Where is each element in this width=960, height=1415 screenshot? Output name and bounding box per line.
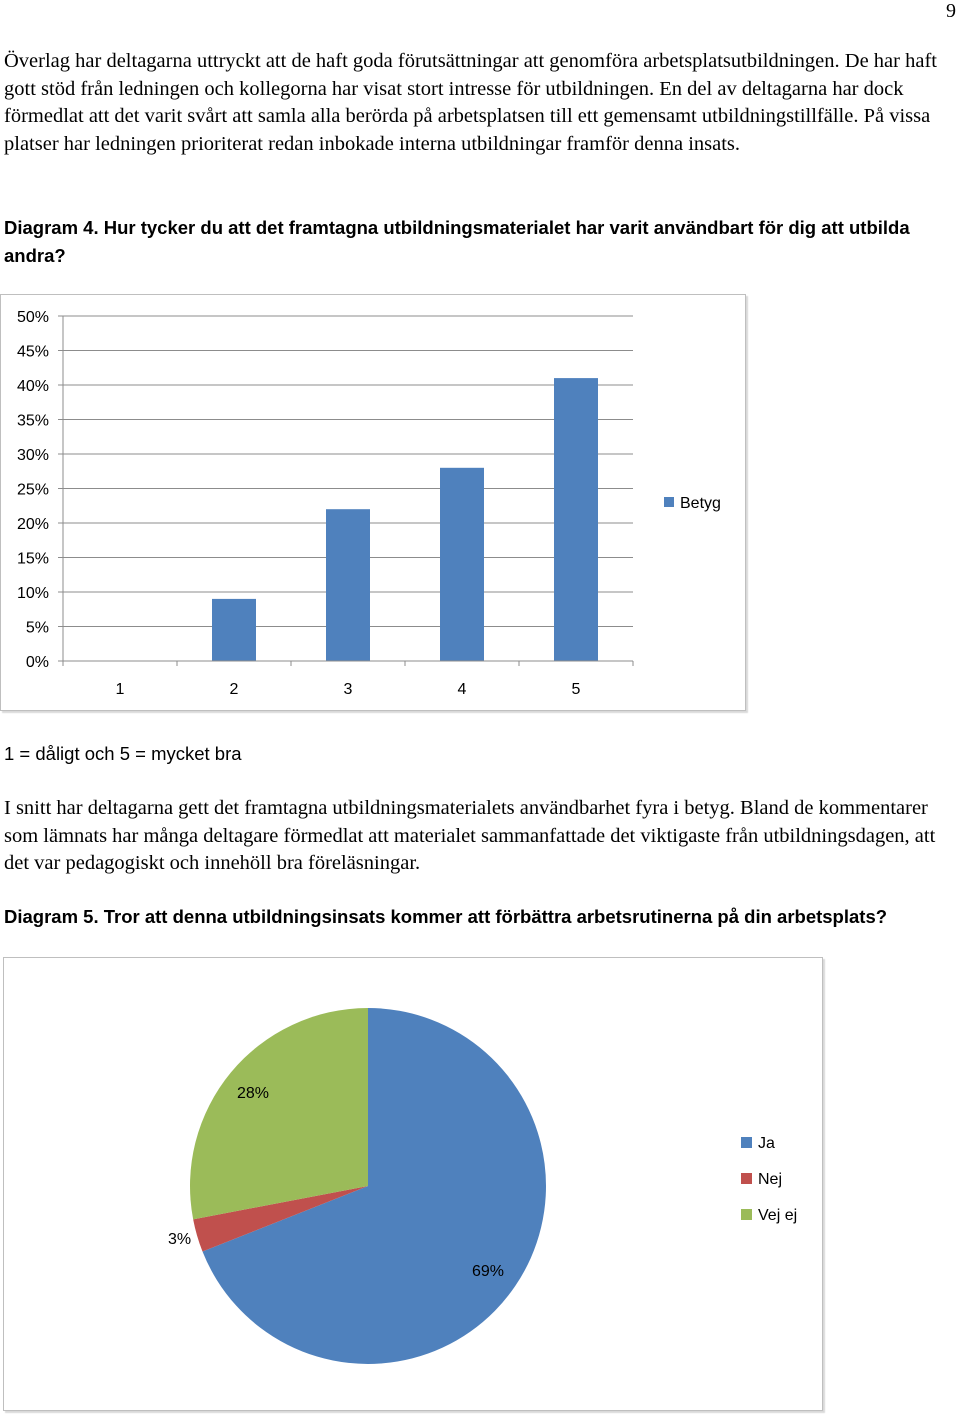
y-tick-label: 20% [17, 516, 49, 533]
diagram5-heading: Diagram 5. Tror att denna utbildningsins… [4, 906, 888, 927]
bar-chart: 0% 5% 10% 15% 20% 25% 30% 35% 40% 45% 50% 1 2 3 4 5 Bety… [0, 294, 746, 711]
y-tick-label: 10% [17, 585, 49, 602]
legend-swatch-betyg [664, 497, 674, 507]
pie-slice-nej [193, 1186, 368, 1252]
x-tick-label: 1 [116, 681, 125, 698]
y-tick-label: 40% [17, 378, 49, 395]
pie-chart: 69% 3% 28% Ja Nej Vej ej [3, 957, 823, 1411]
y-tick-label: 15% [17, 551, 49, 568]
diagram4-heading: Diagram 4. Hur tycker du att det framtag… [4, 217, 910, 266]
legend-swatch-vej-ej [741, 1209, 752, 1220]
x-tick-label: 4 [458, 681, 467, 698]
pie-data-label: 3% [168, 1231, 191, 1248]
legend-label: Vej ej [758, 1207, 797, 1224]
y-tick-label: 45% [17, 344, 49, 361]
bar-4 [440, 467, 484, 661]
pie-data-label: 69% [472, 1263, 504, 1280]
bar-3 [326, 509, 370, 661]
summary-paragraph: I snitt har deltagarna gett det framtagn… [4, 797, 936, 874]
x-tick-label: 5 [572, 681, 581, 698]
y-tick-label: 5% [26, 620, 49, 637]
pie-chart-svg: 69% 3% 28% Ja Nej Vej ej [168, 1008, 797, 1364]
legend-label: Ja [758, 1135, 775, 1152]
y-tick-label: 35% [17, 413, 49, 430]
y-tick-label: 50% [17, 309, 49, 326]
bar-chart-svg: 0% 5% 10% 15% 20% 25% 30% 35% 40% 45% 50% 1 2 3 4 5 Bety… [17, 309, 721, 698]
y-tick-label: 0% [26, 654, 49, 671]
x-tick-label: 3 [344, 681, 353, 698]
legend-label: Nej [758, 1171, 782, 1188]
bar-5 [554, 378, 598, 661]
legend-label-betyg: Betyg [680, 495, 721, 512]
scale-note: 1 = dåligt och 5 = mycket bra [4, 743, 242, 764]
x-tick-label: 2 [230, 681, 239, 698]
bar-2 [212, 598, 256, 661]
legend-swatch-ja [741, 1137, 752, 1148]
pie-data-label: 28% [237, 1085, 269, 1102]
y-tick-label: 30% [17, 447, 49, 464]
legend-swatch-nej [741, 1173, 752, 1184]
page-number: 9 [946, 0, 956, 22]
intro-paragraph: Överlag har deltagarna uttryckt att de h… [4, 50, 937, 155]
pie-slice-ja [202, 1008, 546, 1364]
pie-slice-vej-ej [189, 1008, 368, 1220]
y-tick-label: 25% [17, 482, 49, 499]
